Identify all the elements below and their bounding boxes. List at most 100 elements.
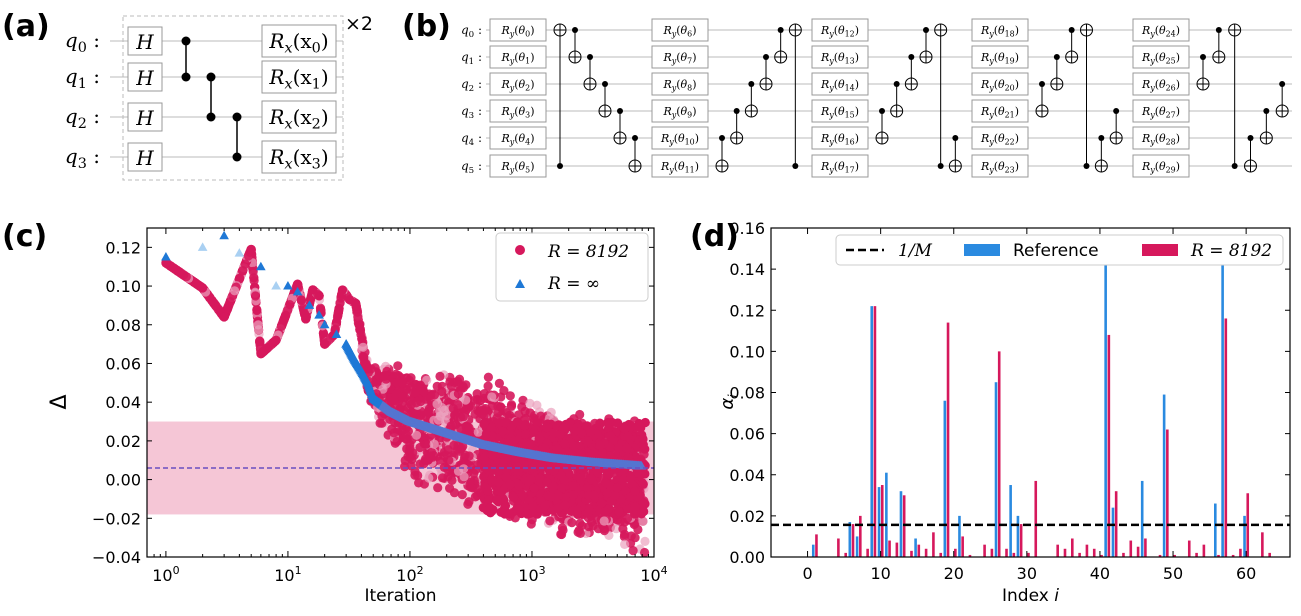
qubit-letter: q [65, 144, 78, 168]
op-sub: x [284, 156, 292, 172]
qubit-label: q1 : [65, 64, 100, 92]
op-sub: y [509, 83, 515, 92]
op-paren: ( [834, 24, 838, 37]
ry-gate-label: Ry(θ18) [980, 24, 1019, 38]
op-close: ) [1176, 24, 1180, 37]
h-gate-label: H [135, 66, 154, 90]
op-main: R [660, 160, 669, 173]
scatter-point-r8192 [528, 501, 538, 511]
panel-label-b: (b) [402, 9, 451, 44]
bar-r8192 [1085, 544, 1089, 557]
ry-gate [811, 72, 869, 96]
op-close: ) [1015, 78, 1019, 91]
scatter-point-rinf [271, 281, 281, 290]
bar-r8192 [888, 540, 891, 557]
cnot-control [602, 81, 608, 87]
scatter-point-r8192 [493, 408, 503, 418]
op-paren: ( [994, 24, 998, 37]
cnot-control [1083, 163, 1090, 169]
axes-frame [770, 227, 1291, 558]
bar-r8192 [851, 524, 855, 557]
op-sub: y [671, 56, 677, 65]
op-index: 26 [1166, 83, 1176, 92]
ry-gate-label: Ry(θ27) [1141, 105, 1180, 119]
bar-r8192 [917, 544, 921, 557]
x-axis-label: Iteration [364, 586, 436, 606]
scatter-point-r8192 [353, 312, 363, 322]
op-close: ) [530, 51, 534, 64]
op-param: θ [998, 51, 1005, 64]
bar-r8192 [873, 306, 877, 557]
ry-gate-label: Ry(θ4) [500, 132, 534, 146]
scatter-point-r8192 [466, 482, 476, 492]
op-param: θ [1159, 105, 1166, 118]
h-gate [127, 102, 163, 132]
scatter-point-r8192 [457, 490, 467, 500]
scatter-point-r8192 [332, 312, 343, 322]
op-main: R [980, 51, 989, 64]
scatter-point-r8192 [526, 439, 536, 449]
circuit-b: q0 :q1 :q2 :q3 :q4 :q5 :Ry(θ0)Ry(θ1)Ry(θ… [461, 18, 1292, 178]
ry-gate-label: Ry(θ28) [1141, 132, 1180, 146]
op-sub: y [988, 29, 994, 38]
scatter-point-r8192 [466, 401, 476, 411]
op-paren: ( [293, 145, 301, 169]
panel-label-a: (a) [2, 9, 50, 44]
y-tick-label: 0.10 [729, 342, 765, 361]
op-index: 22 [1005, 137, 1015, 146]
cnot-control [1098, 135, 1105, 141]
x-tick-label: 10 [870, 564, 890, 583]
scatter-point-r8192 [586, 427, 596, 437]
ry-gate-label: Ry(θ17) [820, 160, 859, 174]
y-tick-label: 0.06 [729, 425, 765, 444]
bar-r8192 [880, 485, 884, 557]
op-sub: y [988, 83, 994, 92]
op-close: ) [1015, 51, 1019, 64]
bar-r8192 [961, 536, 964, 557]
bar-r8192 [837, 538, 840, 557]
qubit-letter: q [461, 50, 469, 64]
op-main: R [662, 105, 671, 118]
op-paren: ( [676, 105, 680, 118]
rx-gate [261, 60, 337, 94]
op-index: 6 [687, 29, 692, 38]
scatter-point-r8192 [475, 395, 485, 406]
op-index: 3 [312, 156, 321, 172]
op-main: R [980, 24, 989, 37]
cnot-control [1279, 81, 1286, 87]
ry-gate-label: Ry(θ15) [820, 105, 859, 119]
op-sub: x [284, 76, 292, 92]
x-tick-label: 102 [396, 564, 423, 585]
ry-gate [971, 45, 1029, 69]
scatter-point-r8192 [540, 443, 550, 453]
ry-gate [1132, 99, 1190, 123]
repeat-box [122, 15, 344, 181]
bar-r8192 [1261, 532, 1264, 557]
scatter-point-r8192 [622, 443, 632, 453]
op-sub: x [284, 116, 292, 132]
cnot-control [1247, 135, 1254, 141]
bar-reference [899, 491, 903, 557]
x-tick-exp: 4 [661, 564, 668, 577]
op-main: R [500, 24, 509, 37]
scatter-point-r8192 [387, 424, 397, 434]
op-sub: y [1149, 83, 1155, 92]
ry-gate [971, 18, 1029, 42]
op-close: ) [695, 160, 699, 173]
op-main: R [1141, 24, 1150, 37]
op-main: R [662, 24, 671, 37]
scatter-point-r8192 [400, 455, 410, 466]
qubit-colon: : [87, 64, 100, 88]
scatter-point-r8192 [488, 465, 498, 475]
scatter-point-r8192 [469, 468, 479, 478]
op-close: ) [321, 105, 329, 129]
cnot-control [1200, 54, 1206, 60]
cnot-control [1215, 27, 1222, 33]
ry-gate [1132, 154, 1190, 178]
scatter-point-r8192 [443, 464, 453, 474]
y-tick-label: −0.02 [92, 509, 141, 528]
scatter-point-r8192 [458, 412, 468, 422]
op-param: θ [838, 160, 845, 173]
scatter-point-r8192 [630, 502, 640, 512]
h-gate-label: H [135, 30, 154, 54]
